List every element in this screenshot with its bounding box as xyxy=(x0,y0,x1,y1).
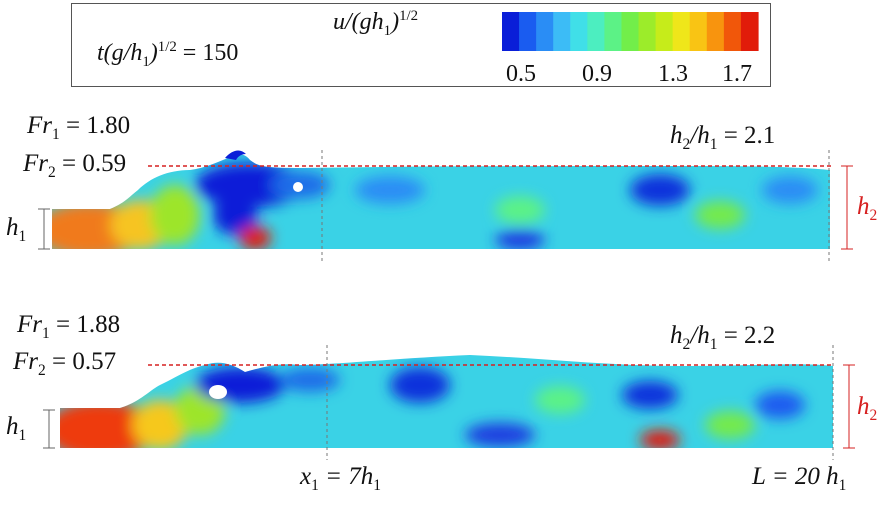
colorbar-swatch xyxy=(502,12,520,51)
h2-label-top: h2 xyxy=(857,193,878,224)
colorbar-tick-label: 1.7 xyxy=(722,61,752,87)
h2-bracket-bottom xyxy=(843,364,855,449)
colorbar-swatch xyxy=(638,12,657,51)
h1-label-bottom: h1 xyxy=(6,413,27,444)
length-axis-label: L = 20 h1 xyxy=(752,463,847,494)
colorbar-tick-label: 0.9 xyxy=(582,61,612,87)
colorbar-tick-label: 1.3 xyxy=(658,61,688,87)
h1-bracket-top xyxy=(38,208,50,250)
colorbar-swatch xyxy=(519,12,537,51)
h2-bracket-top xyxy=(841,165,853,250)
colorbar-swatch xyxy=(553,12,571,51)
colorbar-swatch xyxy=(570,12,588,51)
fr1-label-top: Fr1 = 1.80 xyxy=(27,112,131,143)
h1-label-top: h1 xyxy=(6,214,27,245)
colorbar-swatch xyxy=(621,12,640,51)
colorbar-swatch xyxy=(672,12,691,51)
colorbar-swatch xyxy=(536,12,554,51)
time-label: t(g/h1)1/2 = 150 xyxy=(97,39,239,70)
velocity-label: u/(gh1)1/2 xyxy=(333,8,419,39)
colorbar-swatch xyxy=(689,12,708,51)
panel-bottom-field xyxy=(60,355,833,448)
fr1-label-bottom: Fr1 = 1.88 xyxy=(17,311,121,342)
colorbar-swatch xyxy=(706,12,725,51)
fr2-label-bottom: Fr2 = 0.57 xyxy=(13,348,117,379)
x1-axis-label: x1 = 7h1 xyxy=(300,463,381,494)
colorbar xyxy=(502,12,759,51)
colorbar-swatch xyxy=(587,12,605,51)
colorbar-swatch xyxy=(655,12,674,51)
colorbar-swatch xyxy=(740,12,759,51)
depth-ratio-top: h2/h1 = 2.1 xyxy=(670,122,776,153)
h2-label-bottom: h2 xyxy=(857,393,878,424)
h1-bracket-bottom xyxy=(43,409,55,449)
colorbar-ticks: 0.5 0.9 1.3 1.7 xyxy=(506,61,752,87)
colorbar-swatch xyxy=(723,12,742,51)
colorbar-tick-label: 0.5 xyxy=(506,61,536,87)
depth-ratio-bottom: h2/h1 = 2.2 xyxy=(670,322,776,353)
fr2-label-top: Fr2 = 0.59 xyxy=(23,150,127,181)
colorbar-swatch xyxy=(604,12,623,51)
